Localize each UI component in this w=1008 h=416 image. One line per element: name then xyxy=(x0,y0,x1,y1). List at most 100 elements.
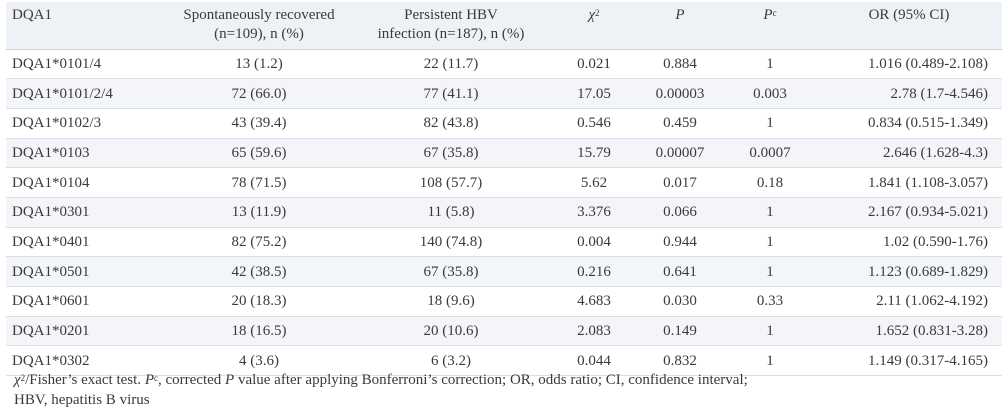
cell-persistent: 6 (3.2) xyxy=(350,345,552,377)
header-chi-square: χ2 xyxy=(552,2,636,50)
cell-allele: DQA1*0101/4 xyxy=(6,49,168,80)
header-allele: DQA1 xyxy=(6,2,168,50)
table-row: DQA1*0302 4 (3.6) 6 (3.2) 0.044 0.832 1 1.149 … xyxy=(6,345,1002,377)
cell-chi-square: 0.546 xyxy=(552,108,636,139)
cell-or: 1.02 (0.590-1.76) xyxy=(816,227,1002,258)
cell-p: 0.884 xyxy=(636,49,724,80)
cell-persistent: 77 (41.1) xyxy=(350,78,552,109)
cell-chi-square: 5.62 xyxy=(552,167,636,198)
cell-chi-square: 2.083 xyxy=(552,316,636,347)
cell-pc: 1 xyxy=(724,49,816,80)
cell-pc: 1 xyxy=(724,316,816,347)
cell-persistent: 140 (74.8) xyxy=(350,227,552,258)
cell-pc: 1 xyxy=(724,256,816,287)
cell-allele: DQA1*0102/3 xyxy=(6,108,168,139)
cell-pc: 0.003 xyxy=(724,78,816,109)
cell-pc: 1 xyxy=(724,345,816,377)
cell-recovered: 13 (1.2) xyxy=(168,49,350,80)
cell-chi-square: 17.05 xyxy=(552,78,636,109)
footnote: χ2/Fisher’s exact test. Pc, corrected P … xyxy=(14,372,748,408)
cell-allele: DQA1*0302 xyxy=(6,345,168,377)
cell-allele: DQA1*0301 xyxy=(6,197,168,228)
cell-chi-square: 0.044 xyxy=(552,345,636,377)
table-row: DQA1*0102/3 43 (39.4) 82 (43.8) 0.546 0.459 1… xyxy=(6,108,1002,139)
cell-chi-square: 3.376 xyxy=(552,197,636,228)
cell-p: 0.066 xyxy=(636,197,724,228)
cell-persistent: 67 (35.8) xyxy=(350,256,552,287)
cell-or: 2.646 (1.628-4.3) xyxy=(816,138,1002,169)
cell-p: 0.459 xyxy=(636,108,724,139)
cell-allele: DQA1*0601 xyxy=(6,286,168,317)
cell-p: 0.641 xyxy=(636,256,724,287)
header-or: OR (95% CI) xyxy=(816,2,1002,50)
cell-p: 0.944 xyxy=(636,227,724,258)
cell-recovered: 43 (39.4) xyxy=(168,108,350,139)
cell-allele: DQA1*0201 xyxy=(6,316,168,347)
cell-pc: 1 xyxy=(724,227,816,258)
cell-or: 1.016 (0.489-2.108) xyxy=(816,49,1002,80)
cell-pc: 1 xyxy=(724,197,816,228)
cell-pc: 1 xyxy=(724,108,816,139)
header-pc: Pc xyxy=(724,2,816,50)
cell-recovered: 20 (18.3) xyxy=(168,286,350,317)
cell-chi-square: 4.683 xyxy=(552,286,636,317)
cell-persistent: 20 (10.6) xyxy=(350,316,552,347)
table-row: DQA1*0301 13 (11.9) 11 (5.8) 3.376 0.066 1 2.1… xyxy=(6,197,1002,228)
table-row: DQA1*0101/2/4 72 (66.0) 77 (41.1) 17.05 0.00… xyxy=(6,78,1002,109)
cell-p: 0.00007 xyxy=(636,138,724,169)
table-body: DQA1*0101/4 13 (1.2) 22 (11.7) 0.021 0.884 1 1… xyxy=(6,49,1002,377)
header-p: P xyxy=(636,2,724,50)
cell-allele: DQA1*0101/2/4 xyxy=(6,78,168,109)
cell-p: 0.832 xyxy=(636,345,724,377)
table-row: DQA1*0201 18 (16.5) 20 (10.6) 2.083 0.149 1 1.… xyxy=(6,316,1002,347)
cell-or: 2.11 (1.062-4.192) xyxy=(816,286,1002,317)
cell-or: 2.167 (0.934-5.021) xyxy=(816,197,1002,228)
cell-recovered: 72 (66.0) xyxy=(168,78,350,109)
table-row: DQA1*0103 65 (59.6) 67 (35.8) 15.79 0.00007 0… xyxy=(6,138,1002,169)
cell-persistent: 82 (43.8) xyxy=(350,108,552,139)
cell-or: 1.841 (1.108-3.057) xyxy=(816,167,1002,198)
table-row: DQA1*0501 42 (38.5) 67 (35.8) 0.216 0.641 1 1.… xyxy=(6,256,1002,287)
table-row: DQA1*0401 82 (75.2) 140 (74.8) 0.004 0.944 1 1… xyxy=(6,227,1002,258)
cell-recovered: 78 (71.5) xyxy=(168,167,350,198)
cell-recovered: 42 (38.5) xyxy=(168,256,350,287)
cell-allele: DQA1*0501 xyxy=(6,256,168,287)
cell-recovered: 4 (3.6) xyxy=(168,345,350,377)
cell-allele: DQA1*0104 xyxy=(6,167,168,198)
table-row: DQA1*0601 20 (18.3) 18 (9.6) 4.683 0.030 0.33… xyxy=(6,286,1002,317)
cell-persistent: 22 (11.7) xyxy=(350,49,552,80)
cell-chi-square: 0.021 xyxy=(552,49,636,80)
cell-p: 0.149 xyxy=(636,316,724,347)
cell-p: 0.00003 xyxy=(636,78,724,109)
cell-recovered: 18 (16.5) xyxy=(168,316,350,347)
allele-table: DQA1 Spontaneously recovered (n=109), n … xyxy=(6,2,1002,377)
cell-persistent: 108 (57.7) xyxy=(350,167,552,198)
cell-chi-square: 0.216 xyxy=(552,256,636,287)
cell-or: 2.78 (1.7-4.546) xyxy=(816,78,1002,109)
cell-pc: 0.33 xyxy=(724,286,816,317)
cell-allele: DQA1*0103 xyxy=(6,138,168,169)
cell-or: 1.123 (0.689-1.829) xyxy=(816,256,1002,287)
footnote-line2: HBV, hepatitis B virus xyxy=(14,392,150,408)
cell-persistent: 67 (35.8) xyxy=(350,138,552,169)
cell-or: 0.834 (0.515-1.349) xyxy=(816,108,1002,139)
cell-p: 0.017 xyxy=(636,167,724,198)
cell-recovered: 13 (11.9) xyxy=(168,197,350,228)
cell-p: 0.030 xyxy=(636,286,724,317)
cell-persistent: 11 (5.8) xyxy=(350,197,552,228)
header-recovered: Spontaneously recovered (n=109), n (%) xyxy=(168,2,350,50)
header-row: DQA1 Spontaneously recovered (n=109), n … xyxy=(6,2,1002,50)
cell-chi-square: 0.004 xyxy=(552,227,636,258)
cell-or: 1.149 (0.317-4.165) xyxy=(816,345,1002,377)
cell-persistent: 18 (9.6) xyxy=(350,286,552,317)
cell-allele: DQA1*0401 xyxy=(6,227,168,258)
cell-pc: 0.0007 xyxy=(724,138,816,169)
cell-chi-square: 15.79 xyxy=(552,138,636,169)
table-row: DQA1*0101/4 13 (1.2) 22 (11.7) 0.021 0.884 1 1… xyxy=(6,49,1002,80)
cell-or: 1.652 (0.831-3.28) xyxy=(816,316,1002,347)
header-persistent: Persistent HBV infection (n=187), n (%) xyxy=(350,2,552,50)
cell-recovered: 82 (75.2) xyxy=(168,227,350,258)
table-row: DQA1*0104 78 (71.5) 108 (57.7) 5.62 0.017 0.1… xyxy=(6,167,1002,198)
cell-pc: 0.18 xyxy=(724,167,816,198)
